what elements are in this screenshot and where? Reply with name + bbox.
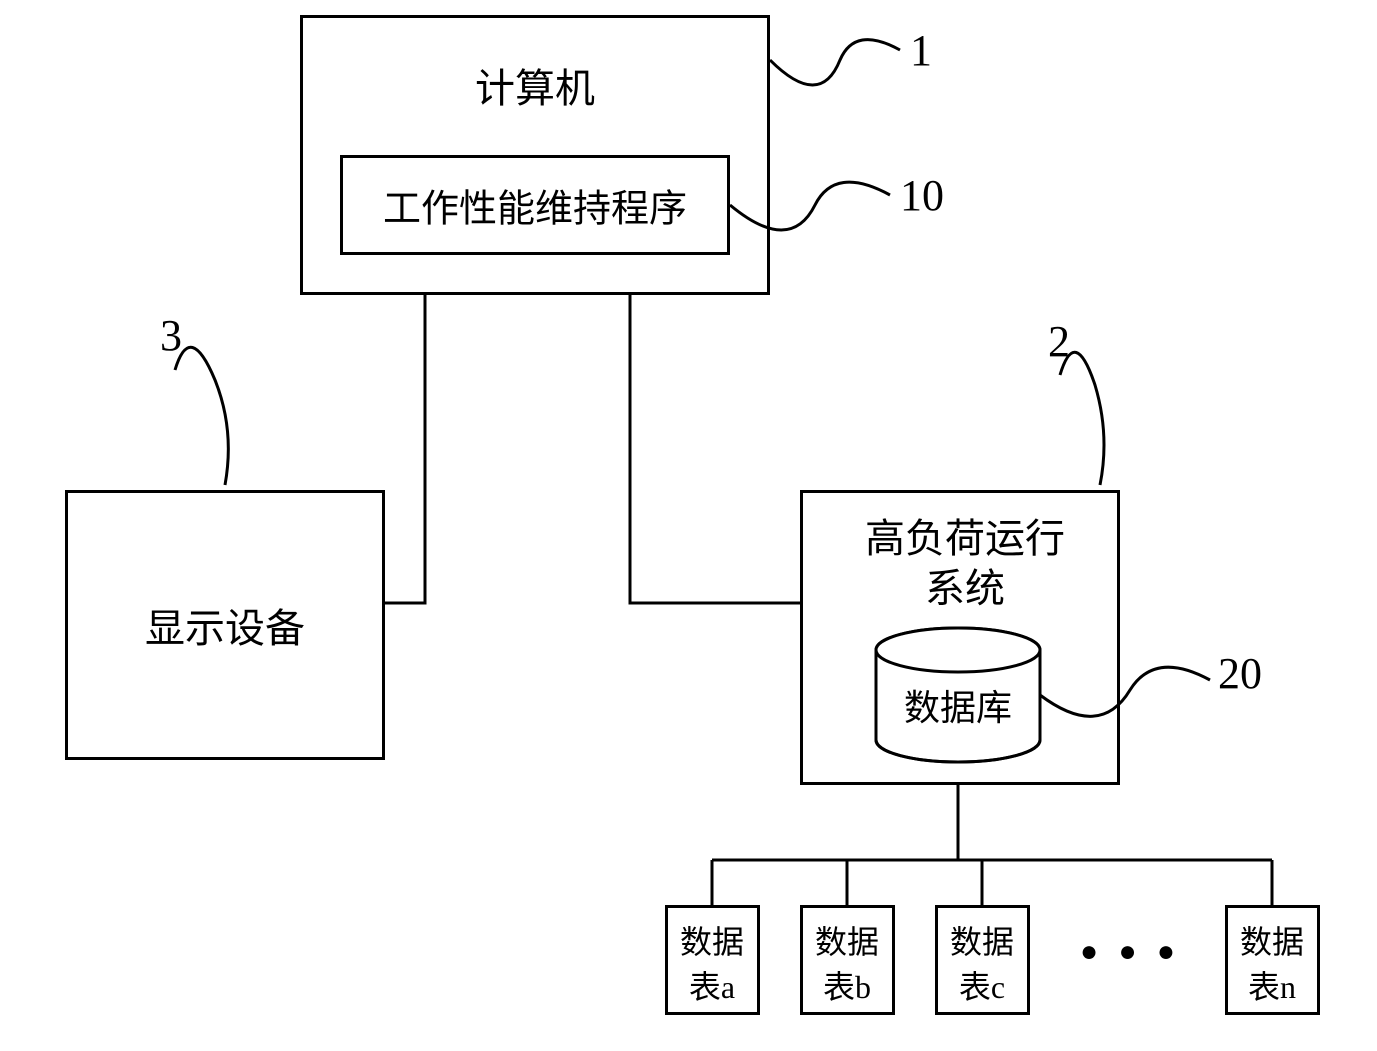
database-label: 数据库 — [904, 679, 1012, 731]
conn-computer-highload — [630, 295, 800, 603]
computer-label: 计算机 — [475, 56, 595, 114]
table-n-l1: 数据 — [1240, 917, 1304, 963]
ref-3: 3 — [160, 310, 182, 361]
ref-2: 2 — [1048, 316, 1070, 367]
highload-label-line2: 系统 — [925, 556, 1005, 614]
ref-10: 10 — [900, 170, 944, 221]
table-b-l1: 数据 — [815, 917, 879, 963]
table-b-l2: 表b — [823, 962, 871, 1008]
ref-1: 1 — [910, 25, 932, 76]
leader-3 — [175, 347, 228, 485]
table-c-l1: 数据 — [950, 917, 1014, 963]
display-label: 显示设备 — [145, 596, 305, 654]
table-n-l2: 表n — [1248, 962, 1296, 1008]
leader-1 — [770, 40, 900, 85]
table-a-l2: 表a — [689, 962, 735, 1008]
diagram-canvas: 计算机 工作性能维持程序 显示设备 高负荷运行 系统 数据 表a 数据 表b 数… — [0, 0, 1377, 1051]
table-a-l1: 数据 — [680, 917, 744, 963]
program-label: 工作性能维持程序 — [383, 178, 687, 233]
leader-2 — [1060, 352, 1104, 485]
conn-computer-display — [385, 295, 425, 603]
ref-20: 20 — [1218, 648, 1262, 699]
ellipsis-dots: ● ● ● — [1080, 935, 1181, 969]
table-c-l2: 表c — [959, 962, 1005, 1008]
